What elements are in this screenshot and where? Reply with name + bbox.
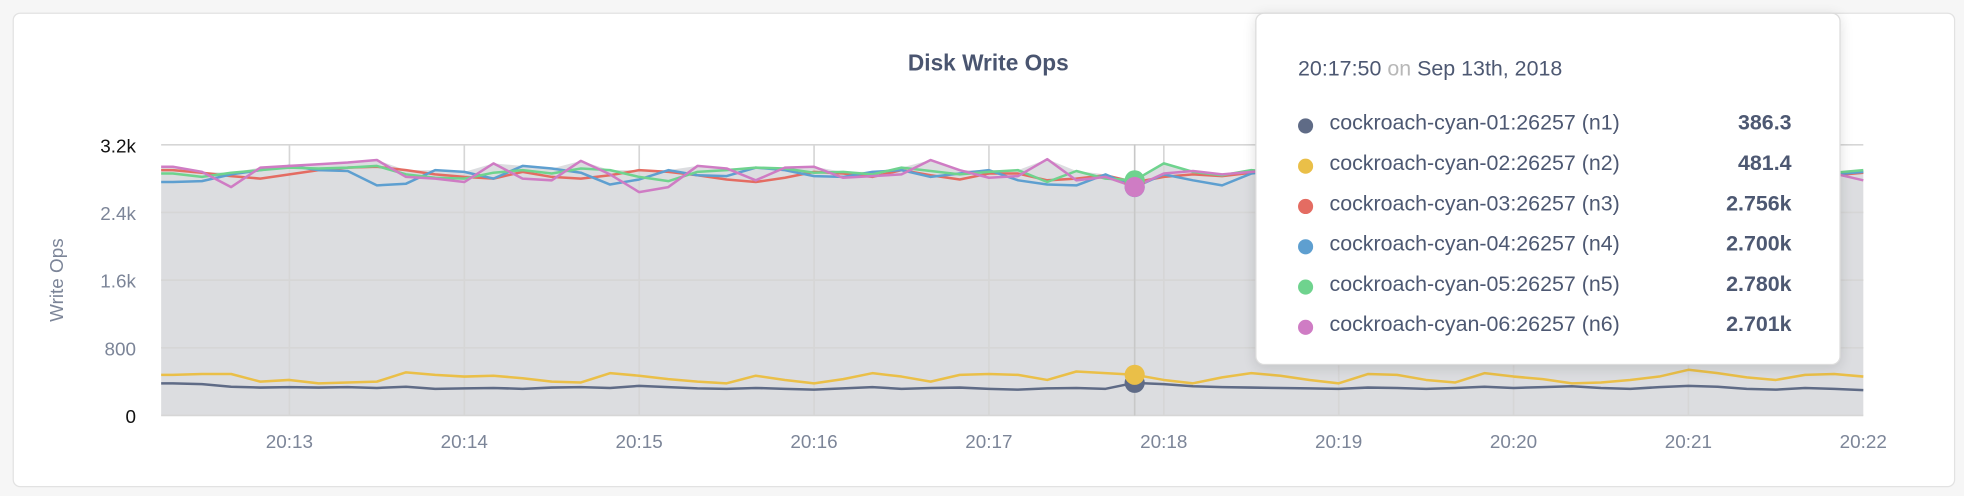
tooltip-on: on: [1387, 56, 1412, 81]
series-color-dot-icon: [1298, 118, 1314, 134]
y-tick-label: 2.4k: [100, 204, 136, 225]
x-tick-label: 20:19: [1315, 432, 1362, 453]
x-tick-label: 20:15: [616, 432, 663, 453]
tooltip-row: cockroach-cyan-04:26257 (n4) 2.700k: [1298, 232, 1802, 262]
tooltip-series-value: 2.701k: [1726, 312, 1792, 337]
y-tick-label: 0: [125, 407, 136, 428]
tooltip-series-value: 481.4: [1737, 151, 1792, 176]
tooltip-series-name: cockroach-cyan-03:26257 (n3): [1329, 191, 1620, 216]
y-axis-label: Write Ops: [47, 238, 68, 322]
tooltip-row: cockroach-cyan-03:26257 (n3) 2.756k: [1298, 191, 1802, 221]
tooltip-series-name: cockroach-cyan-04:26257 (n4): [1329, 231, 1620, 256]
y-tick-label: 3.2k: [100, 136, 136, 157]
series-line-n1: [161, 381, 1864, 392]
chart-title: Disk Write Ops: [907, 50, 1069, 76]
tooltip-row: cockroach-cyan-02:26257 (n2) 481.4: [1298, 151, 1802, 181]
tooltip-series-name: cockroach-cyan-01:26257 (n1): [1329, 110, 1620, 135]
tooltip-series-value: 2.780k: [1726, 271, 1792, 296]
tooltip-header: 20:17:50 on Sep 13th, 2018: [1298, 57, 1562, 82]
series-color-dot-icon: [1298, 158, 1314, 174]
series-color-dot-icon: [1298, 198, 1314, 215]
tooltip-series-name: cockroach-cyan-06:26257 (n6): [1329, 312, 1620, 337]
series-line-n2: [161, 368, 1864, 385]
tooltip-row: cockroach-cyan-06:26257 (n6) 2.701k: [1298, 312, 1802, 342]
series-color-dot-icon: [1298, 279, 1314, 295]
tooltip-series-value: 386.3: [1737, 110, 1792, 135]
x-tick-label: 20:21: [1665, 432, 1712, 453]
tooltip-row: cockroach-cyan-01:26257 (n1) 386.3: [1298, 111, 1802, 141]
x-tick-label: 20:14: [441, 432, 488, 453]
x-tick-label: 20:13: [266, 432, 313, 453]
tooltip-series-name: cockroach-cyan-02:26257 (n2): [1329, 151, 1620, 176]
hover-tooltip: 20:17:50 on Sep 13th, 2018 cockroach-cya…: [1255, 12, 1841, 366]
series-color-dot-icon: [1298, 319, 1314, 335]
y-tick-label: 800: [104, 339, 136, 360]
hover-marker-n6: [1124, 176, 1145, 198]
y-tick-label: 1.6k: [100, 272, 136, 293]
tooltip-series-value: 2.700k: [1726, 231, 1792, 256]
x-tick-label: 20:22: [1840, 432, 1887, 453]
x-tick-label: 20:18: [1140, 432, 1187, 453]
tooltip-series-value: 2.756k: [1726, 191, 1792, 216]
tooltip-date: Sep 13th, 2018: [1417, 56, 1563, 81]
tooltip-time: 20:17:50: [1298, 56, 1382, 81]
hover-marker-n2: [1124, 364, 1145, 385]
x-tick-label: 20:17: [965, 432, 1012, 453]
x-tick-label: 20:20: [1490, 432, 1537, 453]
tooltip-row: cockroach-cyan-05:26257 (n5) 2.780k: [1298, 272, 1802, 302]
tooltip-series-name: cockroach-cyan-05:26257 (n5): [1329, 271, 1620, 296]
series-color-dot-icon: [1298, 239, 1314, 255]
x-tick-label: 20:16: [790, 432, 837, 453]
